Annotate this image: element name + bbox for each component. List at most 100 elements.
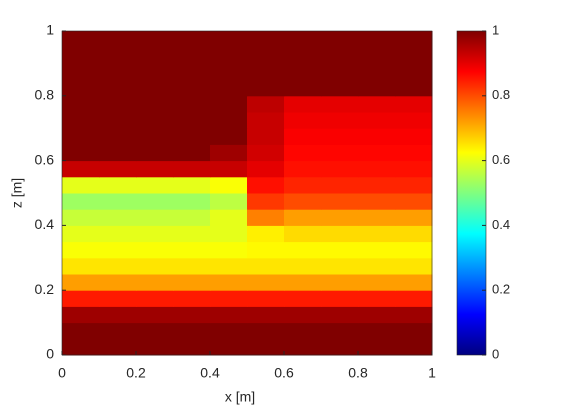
cell [210, 79, 248, 97]
cell [62, 128, 100, 145]
cell [358, 176, 396, 194]
cell [395, 338, 433, 356]
colorbar [456, 30, 487, 356]
cell [136, 47, 174, 64]
cell [210, 31, 248, 48]
cell [358, 112, 396, 129]
cell [358, 144, 396, 162]
cell [62, 338, 100, 356]
cell [358, 160, 396, 178]
cell [284, 322, 322, 340]
y-tick-label: 1 [46, 22, 54, 38]
cell [247, 176, 285, 194]
cell [136, 322, 174, 340]
cell [210, 160, 248, 178]
cell [395, 95, 433, 113]
cell [173, 112, 211, 129]
cell [321, 338, 359, 356]
cell [321, 128, 359, 145]
cell [62, 193, 100, 210]
cell [321, 322, 359, 340]
cell [210, 193, 248, 210]
cell [210, 338, 248, 356]
x-tick-label: 0 [58, 365, 66, 381]
cell [358, 128, 396, 145]
cell [247, 338, 285, 356]
cell [173, 193, 211, 210]
cell [321, 144, 359, 162]
cell [99, 47, 137, 64]
cell [358, 306, 396, 324]
cell [247, 112, 285, 129]
cell [99, 257, 137, 275]
y-tick-label: 0.8 [35, 87, 55, 103]
y-tick-label: 0.6 [35, 151, 55, 167]
cell [284, 31, 322, 48]
cell [358, 79, 396, 97]
cell [321, 160, 359, 178]
cell [284, 193, 322, 210]
cell [284, 225, 322, 243]
cell [247, 47, 285, 64]
x-tick-label: 0.2 [126, 365, 146, 381]
cell [173, 257, 211, 275]
cell [62, 176, 100, 194]
cell [321, 176, 359, 194]
cell [395, 225, 433, 243]
cell [99, 306, 137, 324]
cell [247, 241, 285, 259]
cell [136, 209, 174, 226]
cell [136, 290, 174, 307]
cell [173, 274, 211, 291]
cell [395, 176, 433, 194]
cell [321, 209, 359, 226]
cell [62, 79, 100, 97]
colorbar-tick-label: 0.8 [492, 87, 510, 102]
cell [136, 257, 174, 275]
cell [284, 144, 322, 162]
cell [395, 112, 433, 129]
cell [99, 225, 137, 243]
cell [173, 160, 211, 178]
cell [173, 63, 211, 81]
x-tick-label: 0.4 [200, 365, 220, 381]
cell [173, 47, 211, 64]
cell [173, 79, 211, 97]
x-tick-label: 0.6 [274, 365, 294, 381]
x-tick-label: 1 [428, 365, 436, 381]
cell [62, 209, 100, 226]
cell [284, 241, 322, 259]
cell [210, 290, 248, 307]
cell [62, 306, 100, 324]
cell [210, 47, 248, 64]
cell [173, 209, 211, 226]
cell [62, 225, 100, 243]
cell [358, 193, 396, 210]
heatmap [62, 31, 433, 356]
cell [210, 306, 248, 324]
cell [173, 176, 211, 194]
cell [62, 257, 100, 275]
cell [247, 306, 285, 324]
cell [210, 225, 248, 243]
cell [173, 31, 211, 48]
cell [284, 290, 322, 307]
y-axis-label: z [m] [9, 178, 25, 208]
cell [247, 274, 285, 291]
cell [321, 225, 359, 243]
cell [395, 257, 433, 275]
cell [136, 63, 174, 81]
cell [247, 290, 285, 307]
cell [321, 241, 359, 259]
cell [136, 160, 174, 178]
cell [136, 225, 174, 243]
cell [62, 31, 100, 48]
cell [210, 144, 248, 162]
cell [136, 128, 174, 145]
cell [284, 274, 322, 291]
cell [321, 290, 359, 307]
cell [358, 47, 396, 64]
cell [247, 257, 285, 275]
cell [99, 290, 137, 307]
cell [210, 274, 248, 291]
